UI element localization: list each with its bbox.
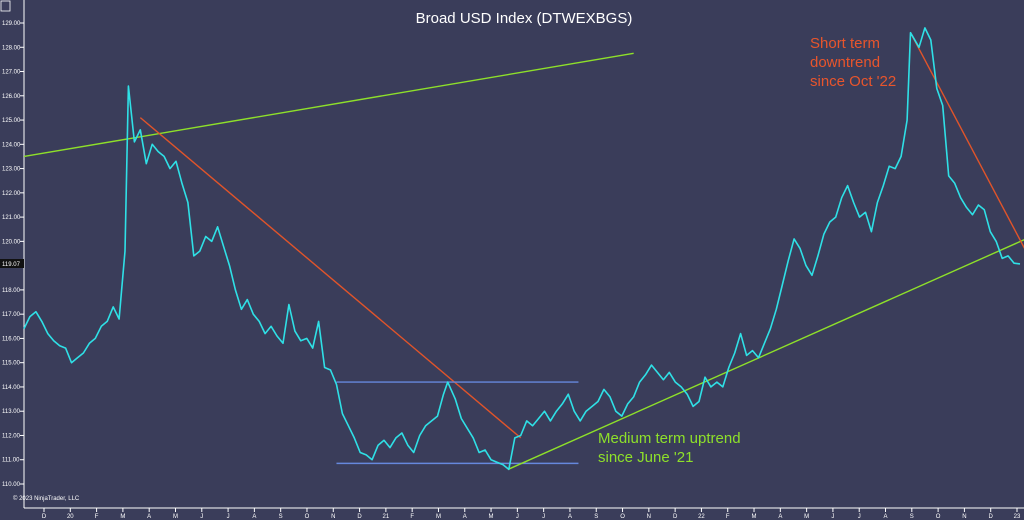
last-value-flag bbox=[0, 259, 24, 268]
x-tick-label: M bbox=[436, 514, 441, 520]
x-tick-label: F bbox=[95, 514, 99, 520]
y-tick-label: 116.00 bbox=[2, 336, 21, 342]
trendline-1 bbox=[139, 117, 522, 439]
y-tick-label: 129.00 bbox=[2, 21, 21, 27]
x-tick-label: J bbox=[542, 514, 545, 520]
x-tick-label: O bbox=[620, 514, 625, 520]
x-tick-label: 21 bbox=[383, 514, 390, 520]
trendlines bbox=[23, 32, 1024, 471]
y-tick-label: 117.00 bbox=[2, 312, 21, 318]
x-tick-label: M bbox=[489, 514, 494, 520]
x-tick-label: D bbox=[42, 514, 47, 520]
y-tick-label: 120.00 bbox=[2, 239, 21, 245]
x-tick-label: D bbox=[673, 514, 678, 520]
x-tick-label: J bbox=[200, 514, 203, 520]
y-tick-label: 111.00 bbox=[2, 458, 20, 464]
series-line-0 bbox=[23, 27, 1021, 471]
trendline-5 bbox=[909, 32, 1024, 249]
y-tick-label: 122.00 bbox=[2, 191, 21, 197]
x-tick-label: D bbox=[357, 514, 362, 520]
y-tick-label: 123.00 bbox=[2, 167, 21, 173]
y-tick-label: 126.00 bbox=[2, 94, 21, 100]
x-tick-label: A bbox=[147, 514, 151, 520]
y-tick-label: 118.00 bbox=[2, 288, 21, 294]
x-tick-label: S bbox=[910, 514, 914, 520]
y-tick-label: 115.00 bbox=[2, 361, 21, 367]
annotation-short-term-line-3: since Oct '22 bbox=[810, 73, 896, 90]
y-tick-label: 125.00 bbox=[2, 118, 21, 124]
x-tick-label: A bbox=[778, 514, 782, 520]
last-value-label: 119.07 bbox=[2, 262, 21, 268]
x-tick-label: M bbox=[120, 514, 125, 520]
annotation-medium-term-line-1: Medium term uptrend bbox=[598, 430, 741, 447]
x-tick-label: J bbox=[858, 514, 861, 520]
trendline-4 bbox=[507, 239, 1024, 471]
x-tick-label: F bbox=[726, 514, 730, 520]
annotation-medium-term-line-2: since June '21 bbox=[598, 449, 693, 466]
x-axis-ticks: D 20 F M A M J J A S O N D 21 F M A M J J A S O N D 22 F M A M J J A S O N D… bbox=[42, 508, 1021, 520]
x-tick-label: M bbox=[804, 514, 809, 520]
x-tick-label: S bbox=[594, 514, 598, 520]
y-tick-label: 114.00 bbox=[2, 385, 21, 391]
y-tick-label: 113.00 bbox=[2, 409, 21, 415]
x-tick-label: A bbox=[884, 514, 888, 520]
x-tick-label: F bbox=[410, 514, 414, 520]
x-tick-label: N bbox=[962, 514, 966, 520]
x-tick-label: M bbox=[173, 514, 178, 520]
x-tick-label: J bbox=[227, 514, 230, 520]
x-tick-label: A bbox=[252, 514, 256, 520]
x-tick-label: M bbox=[752, 514, 757, 520]
y-tick-label: 124.00 bbox=[2, 142, 21, 148]
panel-corner-box bbox=[0, 0, 11, 12]
x-tick-label: J bbox=[516, 514, 519, 520]
x-tick-label: O bbox=[936, 514, 941, 520]
x-tick-label: D bbox=[989, 514, 994, 520]
x-tick-label: N bbox=[647, 514, 651, 520]
y-tick-label: 127.00 bbox=[2, 70, 21, 76]
x-tick-label: 20 bbox=[67, 514, 74, 520]
y-tick-label: 121.00 bbox=[2, 215, 21, 221]
y-tick-label: 110.00 bbox=[2, 482, 21, 488]
x-tick-label: 23 bbox=[1014, 514, 1021, 520]
annotation-short-term-line-2: downtrend bbox=[810, 54, 880, 71]
x-tick-label: N bbox=[331, 514, 335, 520]
y-tick-label: 128.00 bbox=[2, 45, 21, 51]
x-tick-label: A bbox=[568, 514, 572, 520]
annotation-short-term-line-1: Short term bbox=[810, 35, 880, 52]
y-axis-ticks: 129.00 128.00 127.00 126.00 125.00 124.00 123.… bbox=[2, 21, 24, 488]
copyright-label: © 2023 NinjaTrader, LLC bbox=[13, 495, 80, 502]
x-tick-label: J bbox=[831, 514, 834, 520]
x-tick-label: S bbox=[279, 514, 283, 520]
x-tick-label: 22 bbox=[698, 514, 705, 520]
x-tick-label: O bbox=[305, 514, 310, 520]
y-tick-label: 112.00 bbox=[2, 433, 21, 439]
trendline-0 bbox=[23, 52, 634, 158]
chart-title: Broad USD Index (DTWEXBGS) bbox=[416, 10, 633, 27]
price-series bbox=[23, 27, 1021, 471]
x-tick-label: A bbox=[463, 514, 467, 520]
